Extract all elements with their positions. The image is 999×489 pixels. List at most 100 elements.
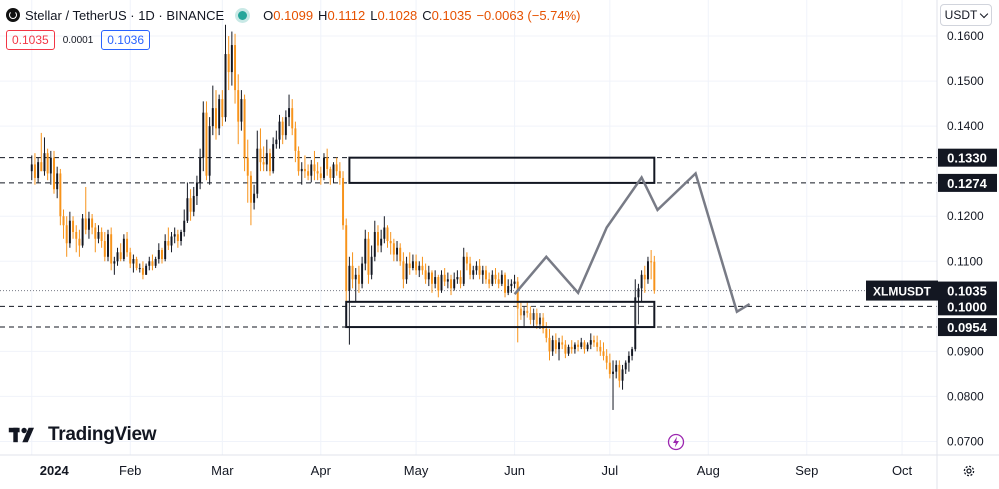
candle-body xyxy=(161,250,163,260)
candle-body xyxy=(65,225,68,244)
candle-body xyxy=(478,265,481,275)
candle-body xyxy=(240,99,243,122)
candle-body xyxy=(84,218,87,230)
candle-body xyxy=(40,162,43,172)
price-level-label: 0.1000 xyxy=(947,299,987,314)
candle-body xyxy=(230,45,233,73)
candle-body xyxy=(631,349,634,356)
price-zone-box[interactable] xyxy=(345,300,656,329)
candle-body xyxy=(491,274,494,284)
candle-body xyxy=(602,351,605,356)
candle-body xyxy=(278,121,281,140)
candle-body xyxy=(529,313,532,320)
candle-body xyxy=(87,218,90,230)
x-tick-label: Jul xyxy=(602,463,619,478)
price-zones[interactable] xyxy=(345,156,656,329)
candle-body xyxy=(297,150,300,172)
candle-body xyxy=(399,247,402,262)
candle-body xyxy=(291,108,294,129)
candle-body xyxy=(599,346,602,352)
candle-body xyxy=(354,274,357,280)
candle-body xyxy=(494,274,497,280)
candle-body xyxy=(411,261,414,269)
candle-body xyxy=(532,313,535,320)
candle-body xyxy=(243,99,246,158)
candle-body xyxy=(170,236,173,246)
settings-icon[interactable] xyxy=(962,464,976,478)
candle-body xyxy=(386,227,389,242)
price-axis[interactable]: 0.1600 0.1500 0.1400 0.1200 0.1100 0.0900 0.08… xyxy=(936,0,984,489)
candle-body xyxy=(151,261,154,266)
candle-body xyxy=(157,250,160,260)
candle-body xyxy=(538,317,541,325)
candle-body xyxy=(43,153,46,172)
candle-body xyxy=(567,346,570,354)
price-level-label: 0.1274 xyxy=(947,176,988,191)
chart-grid xyxy=(0,0,937,455)
lightning-icon[interactable] xyxy=(667,433,685,451)
candle-body xyxy=(53,157,55,190)
x-tick-label: May xyxy=(404,463,429,478)
candle-body xyxy=(338,171,341,178)
candle-body xyxy=(418,265,421,271)
candle-body xyxy=(332,164,335,178)
candle-body xyxy=(56,173,59,190)
candle-body xyxy=(351,265,354,280)
candle-body xyxy=(453,279,456,289)
candle-body xyxy=(275,139,278,145)
tradingview-logo-icon xyxy=(8,427,34,443)
candle-body xyxy=(281,121,284,136)
candle-body xyxy=(548,337,551,352)
pattern-path[interactable] xyxy=(513,171,751,314)
time-axis[interactable]: 2024 Feb Mar Apr May Jun Jul Aug Sep Oct xyxy=(0,454,999,478)
candle-body xyxy=(542,317,545,329)
candle-body xyxy=(246,157,249,176)
candle-body xyxy=(526,310,529,314)
candle-body xyxy=(434,277,437,284)
sell-button[interactable]: 0.1035 xyxy=(6,30,55,50)
candle-body xyxy=(507,286,510,293)
y-tick-label: 0.0900 xyxy=(947,344,984,358)
candle-body xyxy=(497,279,500,284)
close-value: 0.1035 xyxy=(431,7,472,23)
candle-body xyxy=(192,195,195,212)
candle-body xyxy=(650,261,653,263)
candle-body xyxy=(551,340,554,352)
candle-body xyxy=(68,220,71,244)
x-tick-label: Oct xyxy=(892,463,913,478)
symbol-header[interactable]: Stellar / TetherUS · 1D · BINANCE O 0.109… xyxy=(6,6,586,24)
last-price-symbol: XLMUSDT xyxy=(873,285,932,299)
candle-body xyxy=(370,256,373,275)
symbol-title[interactable]: Stellar / TetherUS · 1D · BINANCE xyxy=(25,7,225,23)
price-level-label-bg xyxy=(938,297,997,316)
candle-body xyxy=(402,261,405,280)
x-tick-label: Feb xyxy=(119,463,141,478)
pattern-projection[interactable] xyxy=(513,171,751,314)
candle-body xyxy=(465,256,468,264)
candle-body xyxy=(307,171,310,176)
open-key: O xyxy=(263,7,274,23)
y-tick-label: 0.0700 xyxy=(947,434,984,448)
candle-body xyxy=(284,117,287,136)
candle-body xyxy=(154,259,157,266)
candle-body xyxy=(637,288,640,298)
candle-body xyxy=(30,164,33,172)
x-tick-label: 2024 xyxy=(40,463,70,478)
candle-body xyxy=(392,243,395,255)
last-price-label-bg xyxy=(938,281,997,300)
candle-body xyxy=(138,268,141,270)
currency-selector[interactable]: USDT xyxy=(940,4,992,26)
candle-body xyxy=(62,216,65,226)
buy-button[interactable]: 0.1036 xyxy=(101,30,150,50)
candle-body xyxy=(459,277,462,284)
price-zone-box[interactable] xyxy=(348,156,656,184)
candle-body xyxy=(113,261,116,264)
candle-body xyxy=(329,168,332,178)
candle-body xyxy=(504,274,507,293)
candle-body xyxy=(75,232,78,239)
candle-body xyxy=(176,234,179,242)
stellar-logo-icon xyxy=(6,8,20,22)
chevron-down-icon xyxy=(980,9,989,18)
candle-body xyxy=(484,270,487,280)
